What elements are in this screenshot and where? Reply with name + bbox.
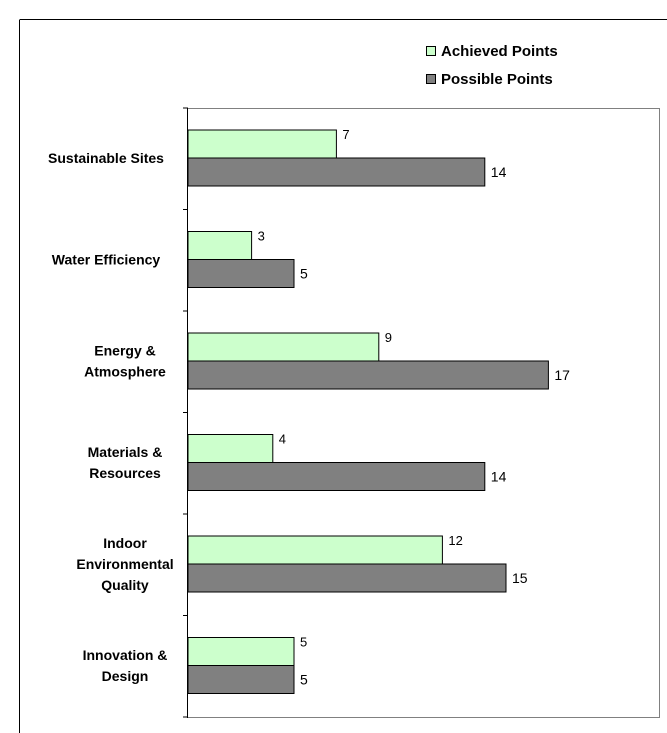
legend-item-possible: Possible Points bbox=[426, 68, 558, 90]
legend-label-possible: Possible Points bbox=[441, 70, 553, 88]
data-label-achieved: 3 bbox=[258, 229, 265, 244]
bars-group bbox=[187, 129, 549, 694]
bar-achieved bbox=[187, 332, 380, 362]
category-label-line: Quality bbox=[101, 577, 149, 593]
category-label-line: Sustainable Sites bbox=[48, 150, 164, 166]
plot-area bbox=[187, 108, 660, 718]
category-label-line: Indoor bbox=[103, 535, 147, 551]
data-label-possible: 5 bbox=[300, 672, 308, 688]
legend-item-achieved: Achieved Points bbox=[426, 40, 558, 62]
category-label-line: Materials & bbox=[88, 444, 163, 460]
category-label-line: Innovation & bbox=[83, 647, 168, 663]
category-label: Sustainable Sites bbox=[48, 150, 164, 166]
category-label: Energy & Atmosphere bbox=[84, 343, 166, 380]
bar-possible bbox=[187, 157, 486, 187]
bar-possible bbox=[187, 563, 507, 593]
legend-label-achieved: Achieved Points bbox=[441, 42, 558, 60]
category-label-line: Atmosphere bbox=[84, 364, 166, 380]
category-label: Materials & Resources bbox=[88, 444, 163, 481]
data-label-possible: 14 bbox=[491, 164, 507, 180]
category-label-line: Design bbox=[102, 668, 149, 684]
data-label-achieved: 4 bbox=[279, 432, 286, 447]
data-label-achieved: 5 bbox=[300, 635, 307, 650]
bar-possible bbox=[187, 259, 295, 288]
axis-ticks bbox=[183, 107, 188, 718]
category-label-line: Energy & bbox=[94, 343, 155, 359]
data-label-achieved: 7 bbox=[342, 127, 349, 142]
bar-possible bbox=[187, 462, 486, 491]
bar-possible bbox=[187, 665, 295, 694]
category-label-line: Water Efficiency bbox=[52, 252, 161, 268]
bar-achieved bbox=[187, 434, 274, 463]
bar-possible bbox=[187, 360, 549, 390]
category-label: Innovation & Design bbox=[83, 647, 168, 684]
category-label: Indoor Environmental Quality bbox=[76, 535, 173, 593]
data-label-achieved: 9 bbox=[385, 330, 392, 345]
data-label-possible: 5 bbox=[300, 266, 308, 282]
bar-achieved bbox=[187, 129, 337, 159]
data-label-achieved: 12 bbox=[448, 533, 462, 548]
data-label-possible: 15 bbox=[512, 570, 528, 586]
category-label-line: Resources bbox=[89, 465, 161, 481]
category-label: Water Efficiency bbox=[52, 252, 161, 268]
category-label-line: Environmental bbox=[76, 556, 173, 572]
legend-swatch-achieved bbox=[426, 46, 436, 56]
bar-achieved bbox=[187, 535, 443, 565]
legend-swatch-possible bbox=[426, 74, 436, 84]
bar-achieved bbox=[187, 637, 295, 666]
data-label-possible: 14 bbox=[491, 469, 507, 485]
data-label-possible: 17 bbox=[554, 367, 570, 383]
category-labels-group: Sustainable Sites Water Efficiency Energy … bbox=[48, 150, 174, 684]
bar-achieved bbox=[187, 231, 253, 260]
data-labels-group: 7 14 3 5 9 17 4 14 12 15 5 5 bbox=[258, 127, 571, 688]
legend: Achieved Points Possible Points bbox=[426, 40, 558, 96]
